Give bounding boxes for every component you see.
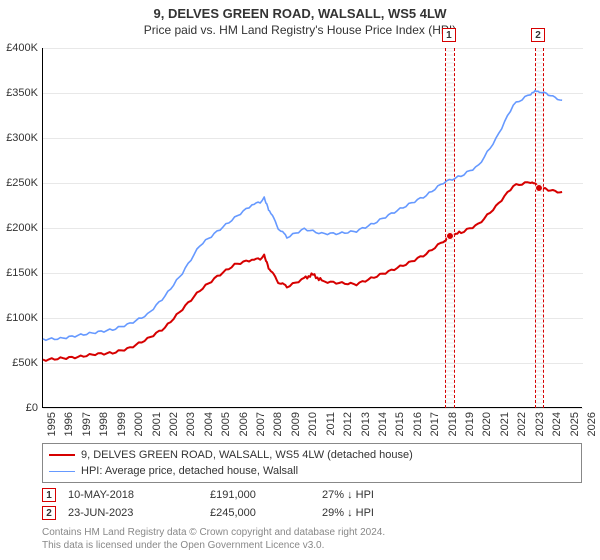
sale-marker-top: 2 xyxy=(531,28,545,42)
sale-marker-top: 1 xyxy=(442,28,456,42)
chart-subtitle: Price paid vs. HM Land Registry's House … xyxy=(0,23,600,37)
x-tick-label: 2024 xyxy=(551,412,563,436)
sale-point-dot xyxy=(446,232,454,240)
x-tick-label: 2016 xyxy=(412,412,424,436)
x-tick-label: 2000 xyxy=(133,412,145,436)
plot-region xyxy=(42,48,582,408)
x-tick-label: 2007 xyxy=(255,412,267,436)
sale-point-dot xyxy=(535,184,543,192)
x-tick-label: 1996 xyxy=(63,412,75,436)
footer-line-2: This data is licensed under the Open Gov… xyxy=(42,539,582,552)
y-tick-label: £100K xyxy=(0,312,38,324)
legend-swatch xyxy=(49,454,75,456)
y-tick-label: £200K xyxy=(0,222,38,234)
x-tick-label: 2018 xyxy=(447,412,459,436)
x-tick-label: 1998 xyxy=(98,412,110,436)
x-tick-label: 2001 xyxy=(151,412,163,436)
y-tick-label: £400K xyxy=(0,42,38,54)
sale-marker-inline: 1 xyxy=(42,488,56,502)
x-tick-label: 2006 xyxy=(238,412,250,436)
y-tick-label: £150K xyxy=(0,267,38,279)
legend-item: HPI: Average price, detached house, Wals… xyxy=(49,463,575,479)
sale-date: 10-MAY-2018 xyxy=(68,489,198,501)
series-hpi xyxy=(43,91,562,341)
x-tick-label: 2003 xyxy=(185,412,197,436)
x-tick-label: 2014 xyxy=(377,412,389,436)
series-property xyxy=(43,182,562,361)
chart-container: 9, DELVES GREEN ROAD, WALSALL, WS5 4LW P… xyxy=(0,0,600,560)
x-tick-label: 2021 xyxy=(499,412,511,436)
sale-price: £245,000 xyxy=(210,507,310,519)
y-tick-label: £250K xyxy=(0,177,38,189)
line-series-svg xyxy=(43,48,583,408)
x-tick-label: 2002 xyxy=(168,412,180,436)
legend-label: 9, DELVES GREEN ROAD, WALSALL, WS5 4LW (… xyxy=(81,449,413,461)
title-block: 9, DELVES GREEN ROAD, WALSALL, WS5 4LW P… xyxy=(0,0,600,37)
chart-title: 9, DELVES GREEN ROAD, WALSALL, WS5 4LW xyxy=(0,6,600,21)
x-tick-label: 2013 xyxy=(360,412,372,436)
sale-delta: 27% ↓ HPI xyxy=(322,489,422,501)
x-tick-label: 1999 xyxy=(116,412,128,436)
x-tick-label: 2026 xyxy=(586,412,598,436)
x-tick-label: 2023 xyxy=(534,412,546,436)
x-tick-label: 2017 xyxy=(429,412,441,436)
x-tick-label: 2015 xyxy=(394,412,406,436)
y-tick-label: £300K xyxy=(0,132,38,144)
y-tick-label: £50K xyxy=(0,357,38,369)
x-tick-label: 2004 xyxy=(203,412,215,436)
x-tick-label: 2022 xyxy=(516,412,528,436)
x-tick-label: 1995 xyxy=(46,412,58,436)
legend: 9, DELVES GREEN ROAD, WALSALL, WS5 4LW (… xyxy=(42,443,582,483)
x-tick-label: 2008 xyxy=(272,412,284,436)
x-tick-label: 2005 xyxy=(220,412,232,436)
gridline xyxy=(43,408,583,409)
x-tick-label: 2025 xyxy=(569,412,581,436)
x-tick-label: 2012 xyxy=(342,412,354,436)
x-tick-label: 2011 xyxy=(325,412,337,436)
legend-swatch xyxy=(49,471,75,472)
x-tick-label: 2020 xyxy=(481,412,493,436)
sale-row: 1 10-MAY-2018 £191,000 27% ↓ HPI xyxy=(42,486,582,504)
y-tick-label: £0 xyxy=(0,402,38,414)
footer-line-1: Contains HM Land Registry data © Crown c… xyxy=(42,526,582,539)
y-tick-label: £350K xyxy=(0,87,38,99)
x-tick-label: 2010 xyxy=(307,412,319,436)
sale-row: 2 23-JUN-2023 £245,000 29% ↓ HPI xyxy=(42,504,582,522)
footer-attribution: Contains HM Land Registry data © Crown c… xyxy=(42,526,582,552)
chart-area: £0£50K£100K£150K£200K£250K£300K£350K£400… xyxy=(42,48,582,408)
sale-marker-inline: 2 xyxy=(42,506,56,520)
sale-delta: 29% ↓ HPI xyxy=(322,507,422,519)
x-tick-label: 1997 xyxy=(81,412,93,436)
legend-item: 9, DELVES GREEN ROAD, WALSALL, WS5 4LW (… xyxy=(49,447,575,463)
sales-table: 1 10-MAY-2018 £191,000 27% ↓ HPI 2 23-JUN-202… xyxy=(42,486,582,522)
x-tick-label: 2009 xyxy=(290,412,302,436)
legend-label: HPI: Average price, detached house, Wals… xyxy=(81,465,298,477)
x-tick-label: 2019 xyxy=(464,412,476,436)
sale-date: 23-JUN-2023 xyxy=(68,507,198,519)
sale-price: £191,000 xyxy=(210,489,310,501)
